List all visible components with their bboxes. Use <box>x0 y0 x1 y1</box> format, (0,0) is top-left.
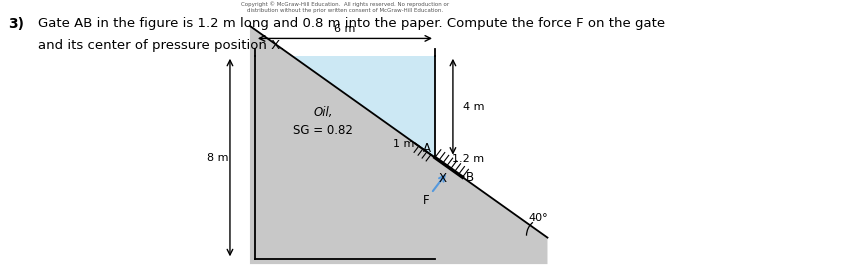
Text: 1 m: 1 m <box>394 139 415 150</box>
Bar <box>255 56 435 259</box>
Text: Copyright © McGraw-Hill Education.  All rights reserved. No reproduction or
dist: Copyright © McGraw-Hill Education. All r… <box>241 1 449 13</box>
Text: F: F <box>423 194 429 207</box>
Text: 8 m: 8 m <box>208 152 229 163</box>
Text: and its center of pressure position X.: and its center of pressure position X. <box>38 40 285 52</box>
Text: X: X <box>439 172 446 185</box>
Text: 1.2 m: 1.2 m <box>452 154 484 164</box>
Text: 3): 3) <box>8 17 24 31</box>
Text: A: A <box>423 142 431 155</box>
Text: SG = 0.82: SG = 0.82 <box>293 124 353 137</box>
Text: Oil,: Oil, <box>313 106 333 119</box>
Text: 4 m: 4 m <box>463 102 484 112</box>
Text: 40°: 40° <box>529 214 548 223</box>
Text: Gate AB in the figure is 1.2 m long and 0.8 m into the paper. Compute the force : Gate AB in the figure is 1.2 m long and … <box>38 17 665 30</box>
Polygon shape <box>250 26 547 264</box>
Text: 6 m: 6 m <box>335 23 356 34</box>
Text: B: B <box>466 171 473 184</box>
